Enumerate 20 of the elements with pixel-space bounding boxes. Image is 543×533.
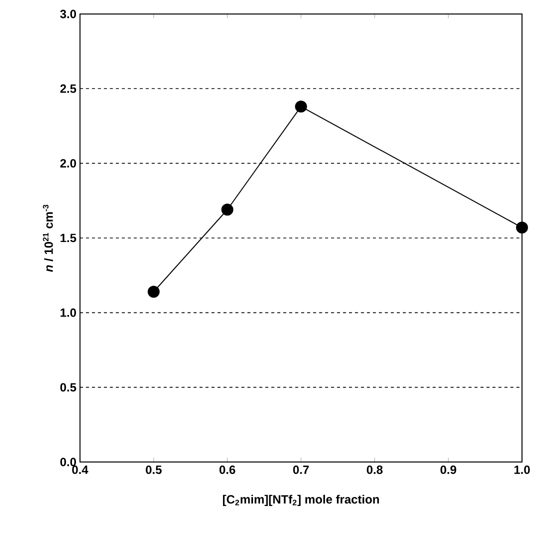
y-tick-label: 1.0	[60, 308, 76, 317]
y-tick-label: 0.5	[60, 383, 76, 392]
y-tick-label: 2.5	[60, 84, 76, 93]
y-tick-label: 2.0	[60, 159, 76, 168]
x-tick-label: 0.5	[146, 466, 162, 474]
point	[516, 222, 528, 234]
point	[221, 204, 234, 216]
y-tick-label: 0.0	[60, 458, 76, 466]
point	[295, 100, 307, 113]
y-tick-label: 1.5	[60, 234, 76, 242]
y-tick-label: 3.0	[60, 10, 76, 18]
point	[148, 286, 160, 298]
x-tick-label: 1.0	[514, 466, 530, 474]
x-axis-title: [C$_{2}$mim][NTf$_{2}$] mole fraction	[223, 494, 379, 506]
x-tick-label: 0.9	[440, 466, 456, 474]
x-tick-label: 0.4	[72, 466, 88, 474]
y-axis-title: n / 10$^{21}$ cm$^{-3}$	[42, 204, 54, 272]
x-tick-label: 0.8	[366, 466, 383, 474]
x-tick-label: 0.7	[293, 466, 309, 474]
x-tick-label: 0.6	[219, 466, 236, 474]
